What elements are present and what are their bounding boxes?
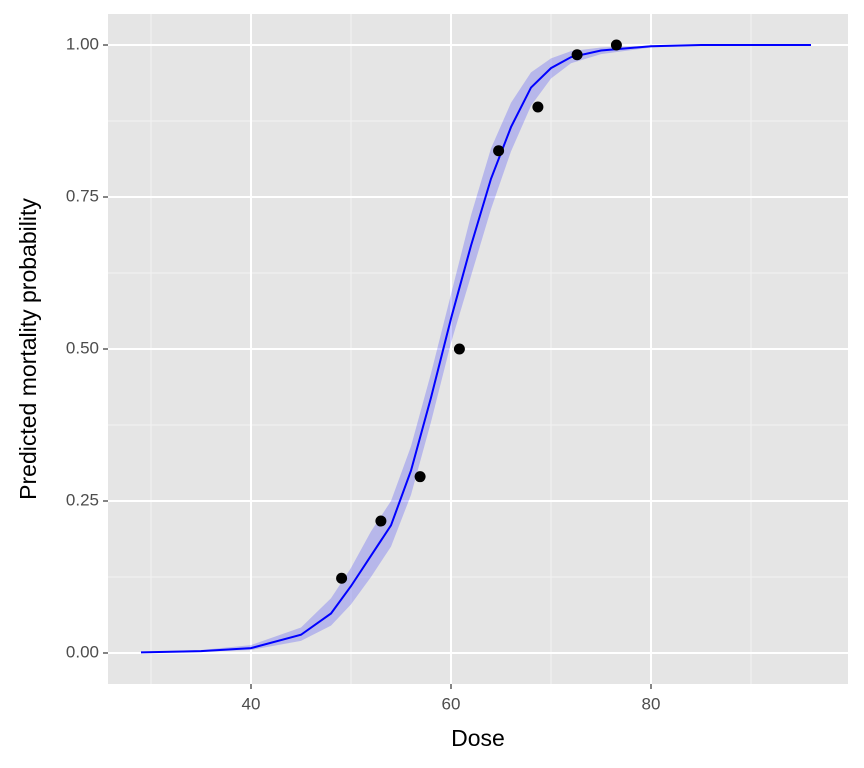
data-point bbox=[414, 471, 426, 483]
data-point bbox=[375, 515, 387, 527]
data-point bbox=[610, 39, 622, 51]
y-tick-label: 1.00 bbox=[66, 34, 99, 53]
data-point bbox=[493, 145, 505, 157]
x-tick-label: 60 bbox=[442, 694, 461, 713]
data-point bbox=[532, 101, 544, 113]
y-tick-label: 0.25 bbox=[66, 490, 99, 509]
data-point bbox=[571, 49, 583, 61]
x-tick-label: 40 bbox=[242, 694, 261, 713]
data-point bbox=[453, 343, 465, 355]
x-axis-title: Dose bbox=[451, 725, 505, 751]
y-tick-label: 0.75 bbox=[66, 186, 99, 205]
y-tick-label: 0.50 bbox=[66, 338, 99, 357]
y-tick-label: 0.00 bbox=[66, 642, 99, 661]
fit-line bbox=[140, 44, 811, 654]
y-axis-title: Predicted mortality probability bbox=[15, 198, 41, 500]
x-tick-label: 80 bbox=[642, 694, 661, 713]
data-point bbox=[336, 572, 348, 584]
